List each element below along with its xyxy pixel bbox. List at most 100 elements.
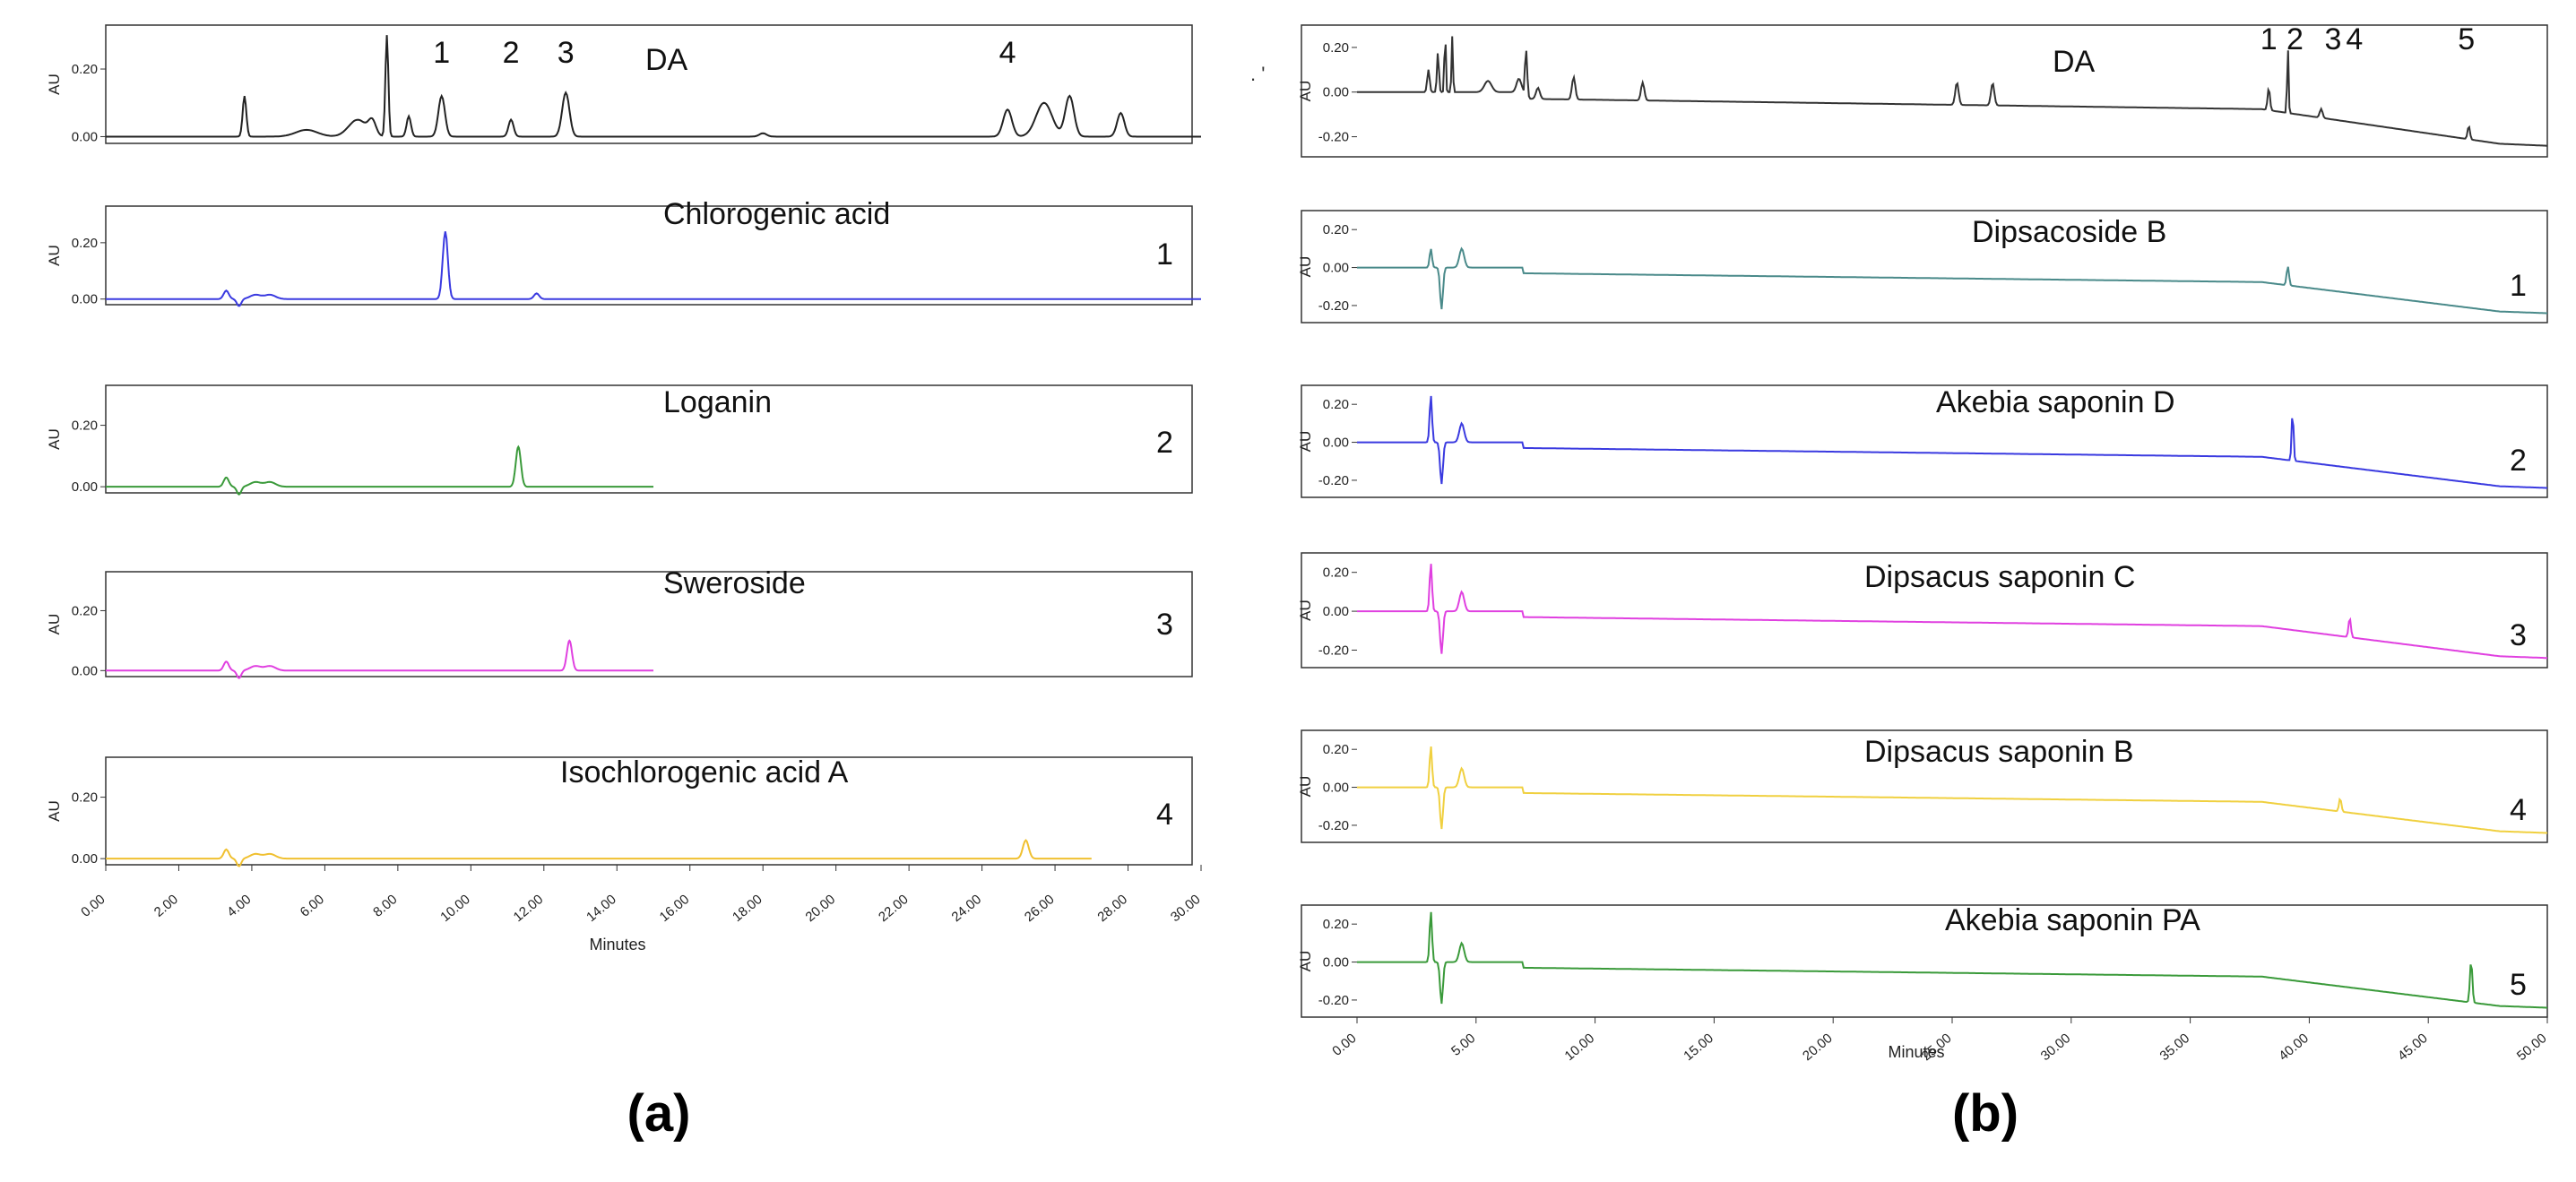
x-tick-label: 10.00	[437, 892, 473, 925]
y-tick-label: 0.00	[1323, 604, 1349, 619]
compound-label: Akebia saponin D	[1936, 385, 2175, 419]
x-tick-label: 26.00	[1022, 892, 1058, 925]
panel-frame	[1301, 210, 2548, 324]
y-tick-label: 0.20	[72, 790, 98, 806]
x-tick-label: 35.00	[2157, 1031, 2192, 1064]
y-axis-label: AU	[46, 245, 63, 266]
peak-number-label: 1	[2260, 22, 2278, 56]
panel-caption: (a)	[627, 1084, 691, 1143]
compound-label: Chlorogenic acid	[663, 197, 890, 231]
y-tick-label: 0.00	[72, 479, 98, 495]
chromatogram-trace	[1357, 746, 2547, 834]
peak-number-label: 5	[2458, 22, 2475, 56]
peak-number-label: 4	[999, 36, 1016, 70]
y-tick-label: 0.00	[1323, 955, 1349, 971]
panel-frame	[1301, 552, 2548, 669]
panel-frame	[105, 756, 1193, 866]
compound-label: DA	[645, 43, 688, 77]
chromatogram-panel: AU 0.20 0.00 -0.20 Akebia saponin PA 5	[1297, 903, 2548, 1018]
y-axis-label: AU	[1297, 431, 1314, 453]
panel-index-label: 1	[2510, 269, 2527, 303]
y-tick-label: 0.20	[72, 603, 98, 618]
y-tick-label: 0.00	[1323, 781, 1349, 796]
chromatogram-trace	[106, 35, 1201, 138]
y-axis-label: AU	[1297, 776, 1314, 798]
chromatogram-panel: AU 0.20 0.00 -0.20 Dipsacoside B 1	[1297, 210, 2548, 324]
y-tick-label: -0.20	[1318, 298, 1349, 314]
chromatogram-panel: AU 0.00 0.20 Loganin 2	[46, 384, 1193, 496]
x-tick-label: 0.00	[1329, 1031, 1359, 1059]
y-tick-label: 0.20	[1323, 222, 1349, 237]
peak-number-label: 2	[503, 36, 520, 70]
chromatogram-panel: AU 0.00 0.20 Chlorogenic acid 1	[46, 197, 1201, 307]
x-tick-label: 28.00	[1094, 892, 1130, 925]
x-tick-label: 30.00	[1168, 892, 1204, 925]
chromatogram-panel: AU 0.20 0.00 -0.20 Dipsacus saponin B 4	[1297, 729, 2548, 843]
chromatogram-trace	[106, 231, 1201, 307]
x-tick-label: 22.00	[876, 892, 912, 925]
y-tick-label: 0.20	[1323, 397, 1349, 412]
y-axis-label: AU	[1297, 600, 1314, 621]
x-tick-label: 4.00	[224, 892, 254, 920]
x-axis: 0.00 2.00 4.00 6.00 8.00 10.00 12.00 14.00 16.00…	[78, 865, 1204, 953]
panel-index-label: 4	[2510, 793, 2527, 827]
y-tick-label: 0.20	[72, 62, 98, 77]
x-tick-label: 5.00	[1448, 1031, 1478, 1059]
peak-number-label: 3	[2324, 22, 2341, 56]
chromatogram-panel: AU 0.00 0.20 Isochlorogenic acid A 4	[46, 755, 1193, 867]
x-axis: 0.00 5.00 10.00 15.00 20.00 25.00 30.00 35.00 40…	[1329, 1017, 2550, 1064]
compound-label: Akebia saponin PA	[1945, 903, 2200, 937]
x-tick-label: 8.00	[370, 892, 400, 920]
y-tick-label: 0.20	[1323, 917, 1349, 932]
x-tick-label: 10.00	[1561, 1031, 1597, 1064]
y-axis-label: AU	[46, 614, 63, 635]
x-tick-label: 14.00	[583, 892, 619, 925]
y-tick-label: 0.00	[1323, 85, 1349, 100]
y-tick-label: 0.00	[1323, 436, 1349, 451]
panel-frame	[105, 384, 1193, 494]
x-tick-label: 18.00	[730, 892, 765, 925]
compound-label: Dipsacoside B	[1972, 215, 2166, 249]
panel-index-label: 2	[1156, 426, 1173, 460]
chromatogram-trace	[106, 839, 1092, 867]
panel-frame	[1301, 24, 2548, 158]
y-tick-label: 0.20	[1323, 742, 1349, 757]
y-tick-label: 0.20	[72, 418, 98, 434]
x-tick-label: 15.00	[1681, 1031, 1716, 1064]
x-tick-label: 50.00	[2514, 1031, 2550, 1064]
chromatogram-trace	[1357, 36, 2548, 147]
x-tick-label: 6.00	[298, 892, 327, 920]
x-tick-label: 30.00	[2038, 1031, 2074, 1064]
chromatogram-trace	[106, 444, 653, 496]
panel-index-label: 5	[2510, 968, 2527, 1002]
panel-index-label: 1	[1156, 237, 1173, 272]
y-tick-label: -0.20	[1318, 473, 1349, 488]
peak-number-label: 1	[433, 36, 450, 70]
panel-index-label: 2	[2510, 444, 2527, 478]
peak-number-label: 2	[2286, 22, 2304, 56]
x-tick-label: 16.00	[657, 892, 693, 925]
y-tick-label: 0.20	[72, 236, 98, 251]
compound-label: Dipsacus saponin B	[1864, 735, 2134, 769]
y-tick-label: -0.20	[1318, 130, 1349, 145]
chart-a: AU 0.00 0.20 DA 1 2 3 4 AU 0.00 0.20 Chlorogenic ac…	[46, 24, 1204, 1143]
compound-label: Sweroside	[663, 566, 806, 600]
chromatogram-panel: AU 0.00 0.20 Sweroside 3	[46, 566, 1193, 679]
y-axis-label: AU	[46, 73, 63, 95]
panel-index-label: 3	[1156, 608, 1173, 642]
panel-index-label: 3	[2510, 618, 2527, 652]
chromatogram-panel: AU 0.00 0.20 DA 1 2 3 4	[46, 24, 1201, 144]
y-tick-label: -0.20	[1318, 993, 1349, 1008]
y-tick-label: 0.20	[1323, 565, 1349, 581]
chromatogram-trace	[1357, 564, 2548, 660]
y-axis-label: AU	[1297, 951, 1314, 972]
y-axis-label: AU	[1297, 256, 1314, 278]
y-tick-label: 0.00	[72, 292, 98, 307]
y-tick-label: 0.00	[72, 663, 98, 678]
x-axis-label: Minutes	[589, 936, 645, 953]
y-axis-label: AU	[46, 428, 63, 450]
stray-mark: . '	[1250, 63, 1265, 85]
panel-frame	[105, 571, 1193, 677]
